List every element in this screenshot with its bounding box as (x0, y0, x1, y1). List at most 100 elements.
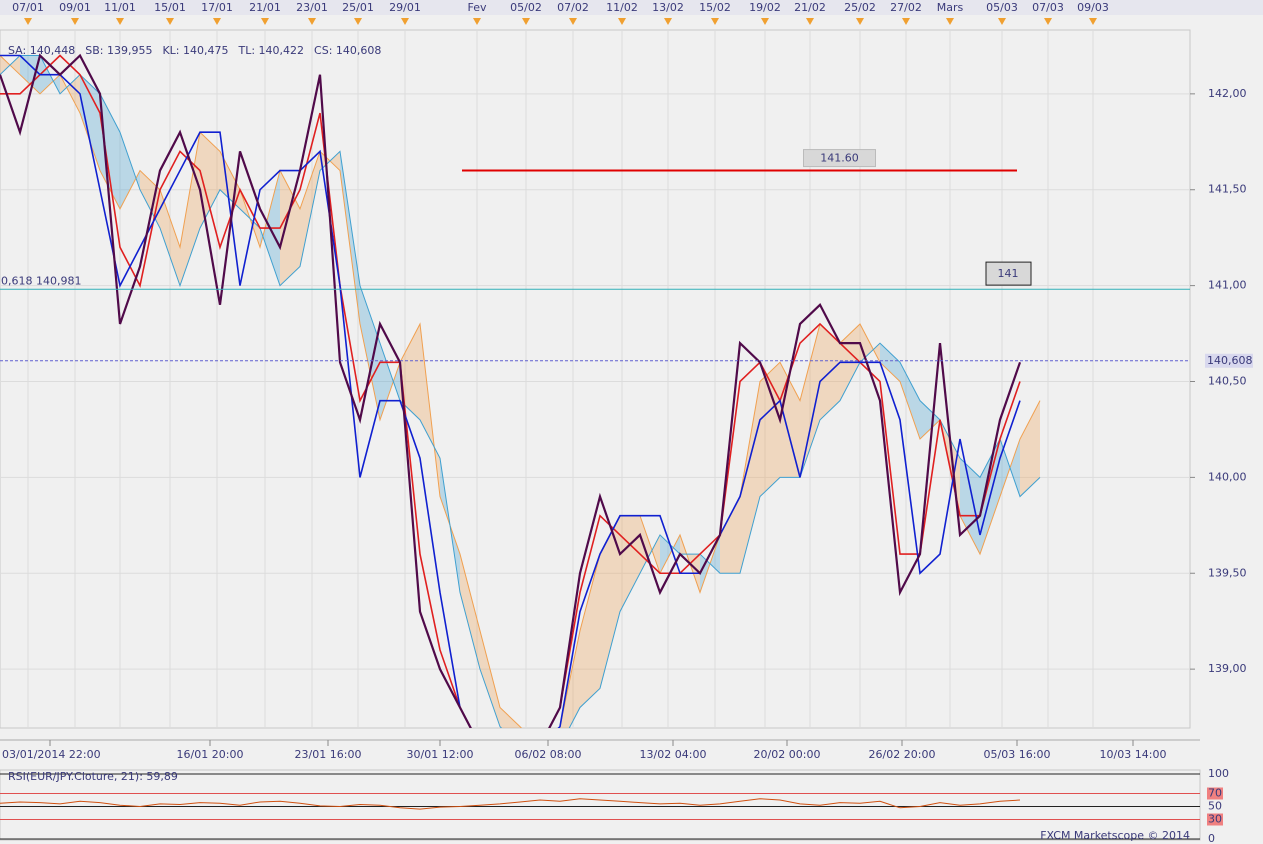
cloud-segment (920, 400, 940, 440)
cloud-segment (720, 496, 740, 574)
top-tick-label: 19/02 (749, 1, 781, 14)
top-marker (213, 18, 221, 25)
y-tick-label: 140,50 (1208, 374, 1247, 387)
top-marker (998, 18, 1006, 25)
top-marker (1044, 18, 1052, 25)
top-tick-label: 07/01 (12, 1, 44, 14)
rsi-tick-label: 100 (1208, 767, 1229, 780)
top-marker (856, 18, 864, 25)
top-tick-label: 11/02 (606, 1, 638, 14)
price-line (0, 54, 1021, 728)
top-tick-label: 25/02 (844, 1, 876, 14)
level-label-box (803, 149, 876, 168)
y-tick-label: 141,50 (1208, 183, 1247, 196)
rsi-tick-label: 0 (1208, 832, 1215, 844)
cloud-segment (20, 55, 40, 94)
price-line (0, 53, 1022, 728)
fibo-label: 0,618 140,981 (1, 274, 81, 287)
x-tick-label: 03/01/2014 22:00 (2, 748, 101, 761)
top-tick-label: 13/02 (652, 1, 684, 14)
x-tick-label: 23/01 16:00 (295, 748, 362, 761)
top-tick-label: 23/01 (296, 1, 328, 14)
top-tick-label: 27/02 (890, 1, 922, 14)
cloud-segment (160, 189, 180, 286)
cloud-segment (740, 381, 760, 574)
rsi-line (0, 798, 1021, 810)
x-tick-label: 10/03 14:00 (1100, 748, 1167, 761)
cloud-segment (360, 285, 380, 420)
cloud-segment (558, 726, 560, 728)
top-tick-label: 25/01 (342, 1, 374, 14)
rsi-tick-label: 30 (1208, 813, 1222, 826)
cloud-segment (880, 343, 900, 382)
cloud-segment (760, 362, 780, 497)
top-marker (1089, 18, 1097, 25)
cloud-edge (0, 55, 1041, 728)
top-marker (24, 18, 32, 25)
x-tick-label: 20/02 00:00 (754, 748, 821, 761)
cloud-edge (0, 55, 1041, 728)
top-marker (71, 18, 79, 25)
cloud-segment (180, 132, 200, 286)
top-marker (664, 18, 672, 25)
top-marker (569, 18, 577, 25)
x-tick-label: 05/03 16:00 (984, 748, 1051, 761)
cloud-segment (300, 151, 320, 267)
cloud-segment (800, 323, 820, 478)
cloud-segment (1020, 400, 1040, 497)
cloud-segment (660, 534, 680, 574)
y-tick-label: 142,00 (1208, 87, 1247, 100)
annotation-text: 141 (998, 267, 1019, 280)
plot-area (0, 29, 1191, 729)
cloud-segment (400, 323, 420, 420)
current-price-tag (1205, 353, 1253, 368)
top-tick-label: 07/03 (1032, 1, 1064, 14)
y-tick-label: 140,00 (1208, 470, 1247, 483)
top-tick-label: 15/02 (699, 1, 731, 14)
price-line (0, 54, 1021, 728)
cloud-segment (480, 630, 500, 727)
top-tick-label: 09/01 (59, 1, 91, 14)
top-marker (166, 18, 174, 25)
x-tick-label: 16/01 20:00 (177, 748, 244, 761)
y-tick-label: 139,50 (1208, 566, 1247, 579)
top-marker (711, 18, 719, 25)
top-tick-label: 05/03 (986, 1, 1018, 14)
top-marker (806, 18, 814, 25)
current-price-label: 140,608 (1207, 354, 1253, 367)
cloud-segment (900, 362, 920, 440)
top-marker (261, 18, 269, 25)
top-marker (522, 18, 530, 25)
top-marker (761, 18, 769, 25)
rsi-title: RSI(EUR/JPY.Cloture, 21): 59,89 (8, 770, 178, 783)
top-tick-label: 05/02 (510, 1, 542, 14)
top-tick-label: 29/01 (389, 1, 421, 14)
legend-entry: SB: 139,955 (85, 44, 152, 57)
top-marker (401, 18, 409, 25)
cloud-segment (120, 132, 140, 209)
legend-entry: KL: 140,475 (162, 44, 228, 57)
legend-entry: TL: 140,422 (238, 44, 305, 57)
footer: FXCM Marketscope © 2014 (1040, 829, 1190, 842)
top-tick-label: 11/01 (104, 1, 136, 14)
legend-entry: CS: 140,608 (314, 44, 381, 57)
top-tick-label: Mars (937, 1, 964, 14)
legend-entry: SA: 140,448 (8, 44, 75, 57)
top-tick-label: 21/02 (794, 1, 826, 14)
top-marker (354, 18, 362, 25)
cloud-segment (200, 132, 220, 229)
rsi-tick-box (1207, 813, 1223, 826)
x-tick-label: 13/02 04:00 (640, 748, 707, 761)
plot (0, 53, 1041, 728)
top-date-bar (0, 0, 1263, 15)
x-tick-label: 30/01 12:00 (407, 748, 474, 761)
top-tick-label: 17/01 (201, 1, 233, 14)
cloud-segment (580, 554, 600, 708)
top-tick-label: 21/01 (249, 1, 281, 14)
rsi-tick-label: 50 (1208, 800, 1222, 813)
rsi-tick-box (1207, 787, 1223, 800)
top-marker (946, 18, 954, 25)
y-tick-label: 141,00 (1208, 279, 1247, 292)
cloud-segment (280, 170, 300, 286)
